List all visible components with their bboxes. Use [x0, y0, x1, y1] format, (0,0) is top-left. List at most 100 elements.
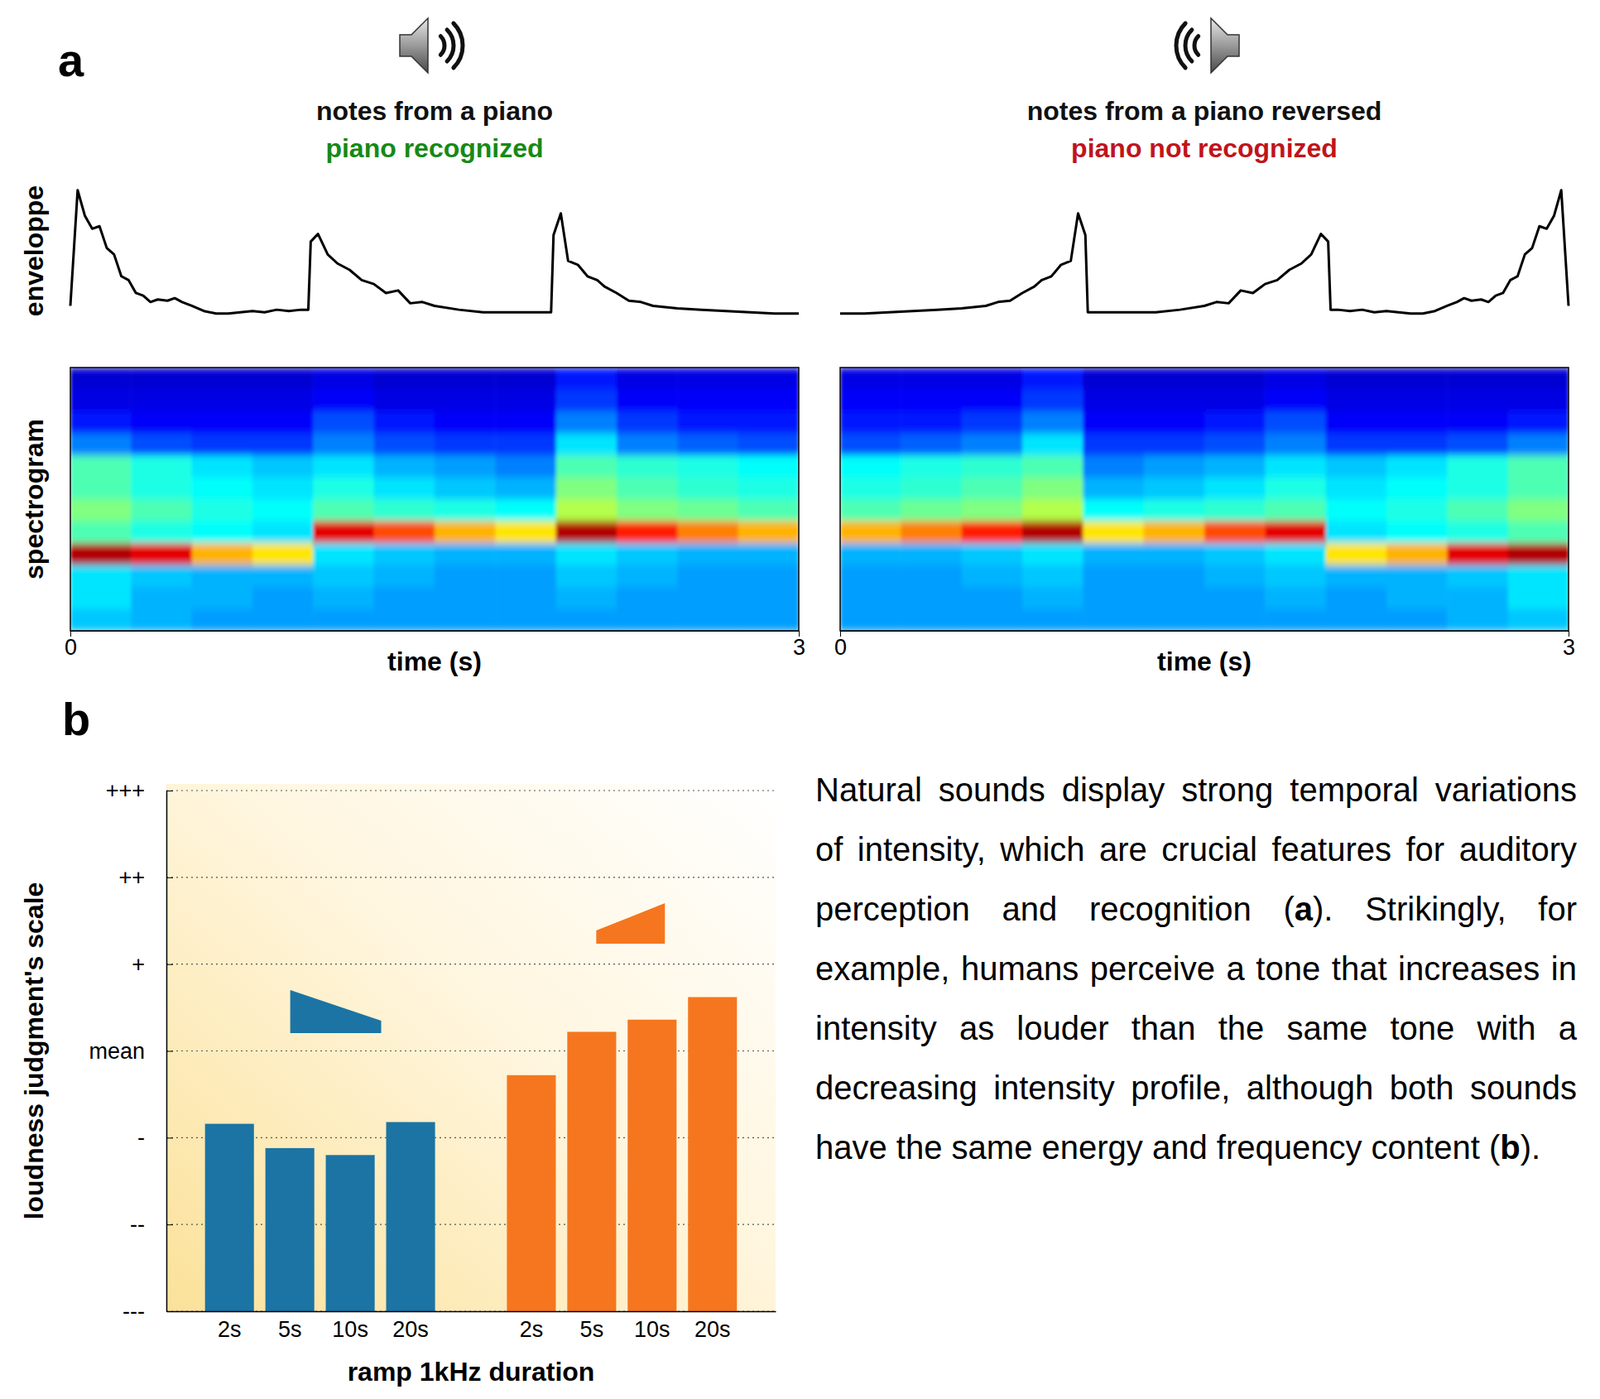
heatmap-cell [374, 477, 436, 500]
heatmap-cell [130, 565, 193, 588]
heatmap-cell [900, 455, 962, 478]
caption-ref: a [1294, 890, 1313, 928]
tick: 10s [634, 1311, 671, 1342]
heatmap-cell [494, 411, 557, 434]
heatmap-cell [616, 411, 678, 434]
heatmap-cell [1326, 586, 1388, 610]
heatmap-cell [1264, 389, 1327, 413]
heatmap-cell [374, 411, 436, 434]
heatmap-cell [494, 477, 557, 500]
bar [265, 1148, 315, 1312]
tick-label: 5s [580, 1316, 605, 1342]
heatmap-cell [494, 499, 557, 522]
heatmap-cell [840, 499, 902, 522]
heatmap-cell [374, 609, 436, 632]
heatmap-cell [1508, 389, 1569, 413]
heatmap-cell [1143, 389, 1206, 413]
title: notes from a piano [316, 96, 553, 126]
speaker-wave [1176, 23, 1186, 68]
tick-label: +++ [105, 778, 145, 803]
speaker-wave [440, 36, 445, 56]
heatmap-cell [1386, 433, 1448, 457]
plot-frame [70, 367, 799, 631]
tick-label: 20s [694, 1316, 731, 1342]
heatmap-cell [1204, 477, 1266, 500]
heatmap-cell [1143, 455, 1206, 478]
heatmap-cell [900, 389, 962, 413]
panel-label: a [57, 33, 85, 87]
heatmap-cell [556, 565, 618, 588]
heatmap-cell [1508, 499, 1569, 522]
heatmap-cell [900, 411, 962, 434]
heatmap-cell [312, 609, 375, 632]
heatmap-cell [130, 586, 193, 610]
speaker-wave [1185, 29, 1192, 62]
heatmap-cell [1204, 542, 1266, 566]
heatmap-cell [70, 521, 132, 544]
heatmap-cell [70, 411, 132, 434]
heatmap-cell [1022, 455, 1084, 478]
heatmap-cell [494, 433, 557, 457]
heatmap-cell [616, 477, 678, 500]
heatmap-cell [1386, 542, 1448, 566]
heatmap-cell [556, 609, 618, 632]
heatmap-cell [1204, 609, 1266, 632]
heatmap-cell [312, 433, 375, 457]
heatmap-cell [1022, 609, 1084, 632]
tick-label: 0 [834, 634, 847, 660]
heatmap-cell [1326, 411, 1388, 434]
tick-mark [166, 1051, 173, 1053]
speaker-body [1210, 18, 1240, 73]
heatmap-cell [252, 565, 314, 588]
heatmap-cell [252, 411, 314, 434]
heatmap-cell [374, 389, 436, 413]
heatmap-cell [738, 499, 799, 522]
heatmap-cell [252, 477, 314, 500]
tick-label: 3 [1562, 634, 1576, 660]
heatmap-cell [312, 477, 375, 500]
heatmap-cell [192, 586, 254, 610]
heatmap-cell [1204, 411, 1266, 434]
grid-line [166, 1050, 776, 1052]
heatmap-cell [1446, 586, 1509, 610]
heatmap-cell [1508, 433, 1569, 457]
heatmap-cell [738, 586, 799, 610]
heatmap-cell [840, 389, 902, 413]
heatmap-cell [1082, 367, 1144, 390]
heatmap-cell [1022, 521, 1084, 544]
heatmap-cell [312, 565, 375, 588]
heatmap-cell [192, 565, 254, 588]
heatmap-cell [494, 609, 557, 632]
heatmap-cell [961, 455, 1024, 478]
heatmap-cell [738, 521, 799, 544]
heatmap-cell [738, 542, 799, 566]
heatmap-cell [1204, 455, 1266, 478]
heatmap-cell [1143, 609, 1206, 632]
heatmap-cell [1082, 586, 1144, 610]
heatmap-cell [1508, 586, 1569, 610]
heatmap-cell [677, 542, 739, 566]
heatmap-cell [1022, 411, 1084, 434]
caption-text: . [1531, 1129, 1541, 1166]
heatmap-cell [961, 389, 1024, 413]
tick: --- [122, 1298, 173, 1324]
heatmap-cell [1508, 542, 1569, 566]
tick: 3 [792, 630, 806, 660]
heatmap-cell [434, 565, 496, 588]
axis-line [167, 1311, 777, 1313]
heatmap [840, 367, 1569, 631]
plot-background [166, 783, 776, 1312]
x-axis: 2s5s10s20s2s5s10s20s [167, 1311, 777, 1342]
speaker-wave [1194, 36, 1199, 56]
heatmap-cell [374, 499, 436, 522]
subtitle: piano not recognized [1071, 133, 1338, 164]
plot-area [70, 367, 799, 631]
heatmap-cell [1446, 367, 1509, 390]
tick: + [131, 951, 173, 977]
heatmap-cell [1204, 521, 1266, 544]
heatmap-cell [130, 609, 193, 632]
panel-label: b [62, 692, 91, 745]
heatmap-cell [840, 586, 902, 610]
heatmap-cell [1386, 455, 1448, 478]
heatmap-cell [374, 586, 436, 610]
